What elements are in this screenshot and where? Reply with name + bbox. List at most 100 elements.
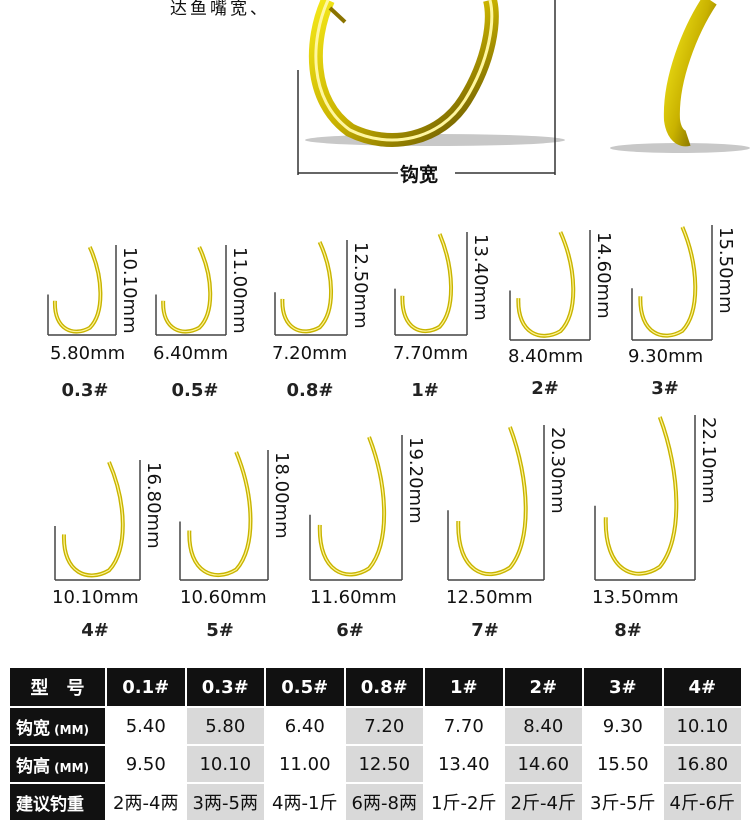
hook-icon <box>155 245 227 336</box>
row-unit-text: (MM) <box>50 722 90 737</box>
hook-shape <box>317 436 387 577</box>
hook-icon <box>179 450 269 581</box>
hook-shape <box>456 426 528 577</box>
hook-size-label: 7# <box>471 620 499 641</box>
hook-icon <box>447 425 545 581</box>
hook-size-label: 0.5# <box>171 380 219 401</box>
table-cell: 2两-4两 <box>105 782 187 822</box>
table-header-row: 型 号 0.1# 0.3# 0.5# 0.8# 1# 2# 3# 4# <box>8 666 743 708</box>
hook-highlight <box>162 246 211 333</box>
hook-size-label: 2# <box>531 378 559 399</box>
table-cell: 11.00 <box>264 744 346 784</box>
top-hook-illustration <box>290 0 750 190</box>
table-header-cell: 4# <box>661 666 743 708</box>
hook-width-label: 11.60mm <box>310 587 397 608</box>
hook-width-label: 10.10mm <box>52 587 139 608</box>
hook-height-label: 13.40mm <box>470 234 491 321</box>
hook-shape <box>638 226 698 338</box>
table-cell: 3两-5两 <box>184 782 266 822</box>
table-cell: 6.40 <box>264 706 346 746</box>
table-header-cell: 2# <box>502 666 584 708</box>
table-header-model: 型 号 <box>8 666 107 708</box>
table-header-cell: 0.1# <box>105 666 187 708</box>
hook-size-label: 4# <box>81 620 109 641</box>
hook-shape <box>400 233 454 333</box>
table-header-cell: 3# <box>582 666 664 708</box>
table-cell: 2斤-4斤 <box>502 782 584 822</box>
hook-height-label: 22.10mm <box>698 417 719 504</box>
table-cell: 10.10 <box>184 744 266 784</box>
table-cell: 8.40 <box>502 706 584 746</box>
hook-highlight <box>401 233 452 332</box>
row-label-text: 建议钓重 <box>16 794 84 815</box>
hook-size-label: 3# <box>651 378 679 399</box>
hook-shape <box>187 451 253 578</box>
hook-icon <box>54 460 141 581</box>
hook-shape <box>280 241 334 334</box>
hook-shape <box>603 416 679 576</box>
table-cell: 4两-1斤 <box>264 782 346 822</box>
hook-icon <box>274 240 348 336</box>
table-header-cell: 0.5# <box>264 666 346 708</box>
hook-width-label: 10.60mm <box>180 587 267 608</box>
hook-highlight <box>63 461 124 576</box>
table-header-cell: 1# <box>423 666 505 708</box>
hook-highlight <box>605 416 677 575</box>
table-cell: 5.40 <box>105 706 187 746</box>
table-cell: 9.50 <box>105 744 187 784</box>
hook-width-label: 5.80mm <box>50 343 126 364</box>
hook-icon <box>47 245 117 336</box>
hook-icon <box>631 225 713 341</box>
table-cell: 4斤-6斤 <box>661 782 743 822</box>
hook-highlight <box>517 231 574 337</box>
row-label-text: 钩宽 <box>16 718 50 739</box>
hook-size-label: 5# <box>206 620 234 641</box>
hook-shape <box>161 246 213 334</box>
hook-shape <box>61 461 125 578</box>
hook-size-label: 0.8# <box>286 380 334 401</box>
table-row-label: 钩高 (MM) <box>8 744 107 784</box>
table-row: 钩宽 (MM) 5.40 5.80 6.40 7.20 7.70 8.40 9.30 10.10 <box>8 706 743 746</box>
hook-height-label: 12.50mm <box>350 242 371 329</box>
table-cell: 6两-8两 <box>343 782 425 822</box>
row-label-text: 钩高 <box>16 756 50 777</box>
hook-size-label: 1# <box>411 380 439 401</box>
table-cell: 16.80 <box>661 744 743 784</box>
hook-height-label: 15.50mm <box>715 227 736 314</box>
hook-height-label: 16.80mm <box>143 462 164 549</box>
table-row: 钩高 (MM) 9.50 10.10 11.00 12.50 13.40 14.60 15.5… <box>8 744 743 784</box>
large-hook-svg <box>297 0 750 175</box>
hook-highlight <box>639 226 696 337</box>
table-cell: 12.50 <box>343 744 425 784</box>
table-cell: 3斤-5斤 <box>582 782 664 822</box>
hook-width-label: 13.50mm <box>592 587 679 608</box>
hook-icon <box>594 415 696 581</box>
hook-width-label: 7.20mm <box>272 343 348 364</box>
table-cell: 10.10 <box>661 706 743 746</box>
hook-icon <box>509 230 591 341</box>
hook-shape <box>52 246 103 334</box>
hook-width-label: 6.40mm <box>153 343 229 364</box>
table-cell: 15.50 <box>582 744 664 784</box>
hook-size-label: 8# <box>614 620 642 641</box>
hook-size-label: 6# <box>336 620 364 641</box>
hook-height-label: 14.60mm <box>593 232 614 319</box>
spec-table: 型 号 0.1# 0.3# 0.5# 0.8# 1# 2# 3# 4# 钩宽 (MM) 5.40 5… <box>8 666 743 822</box>
table-row-label: 钩宽 (MM) <box>8 706 107 746</box>
hook-height-label: 19.20mm <box>405 437 426 524</box>
table-cell: 13.40 <box>423 744 505 784</box>
hook-height-label: 11.00mm <box>229 247 250 334</box>
table-row-label: 建议钓重 <box>8 782 107 822</box>
hook-highlight <box>281 241 332 332</box>
table-cell: 5.80 <box>184 706 266 746</box>
hook-size-label: 0.3# <box>61 380 109 401</box>
hook-width-label: 12.50mm <box>446 587 533 608</box>
top-note-text: 达鱼嘴宽、 <box>170 0 270 19</box>
table-row: 建议钓重 2两-4两 3两-5两 4两-1斤 6两-8两 1斤-2斤 2斤-4斤 3斤-5斤 4… <box>8 782 743 822</box>
hook-icon <box>394 232 468 336</box>
hook-highlight <box>457 426 527 575</box>
row-unit-text: (MM) <box>50 760 90 775</box>
hook-width-label: 9.30mm <box>628 346 704 367</box>
table-cell: 7.20 <box>343 706 425 746</box>
hook-height-label: 20.30mm <box>547 427 568 514</box>
